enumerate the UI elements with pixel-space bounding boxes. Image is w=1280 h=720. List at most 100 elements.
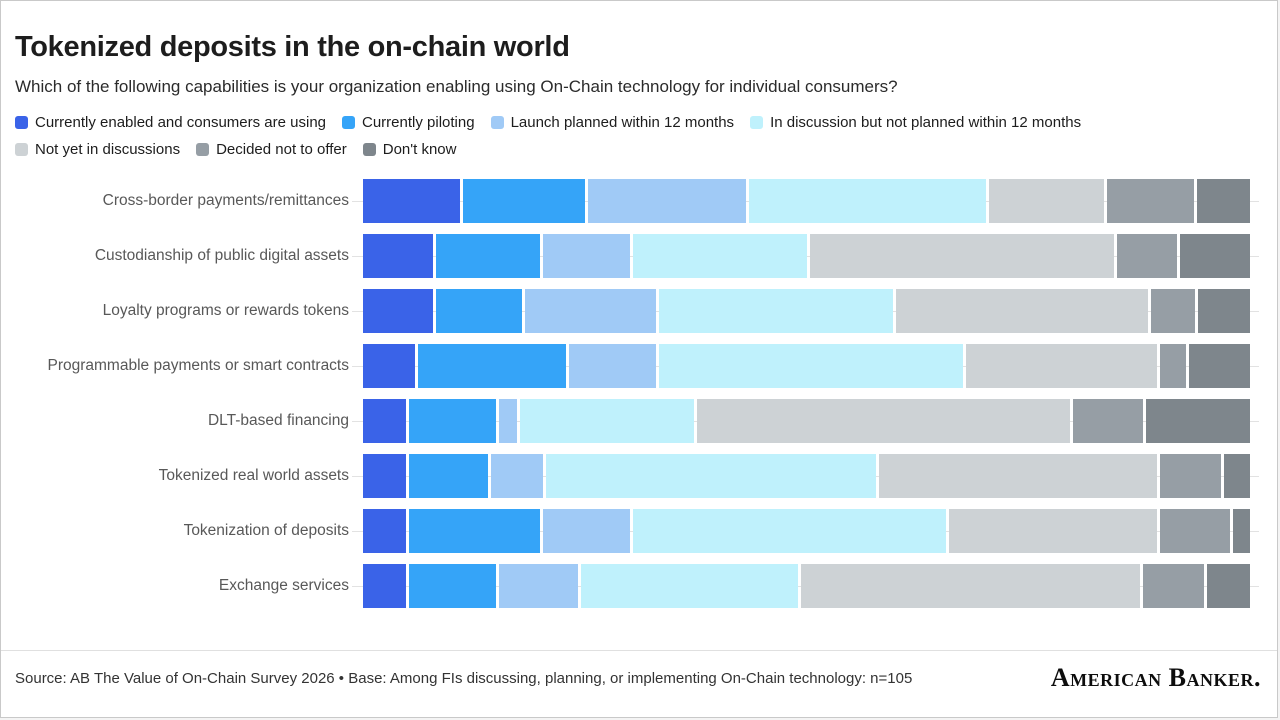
legend-swatch-icon (362, 143, 376, 156)
legend-label: Not yet in discussions (35, 141, 181, 158)
bar-segment (542, 234, 630, 278)
category-label: Tokenization of deposits (183, 522, 349, 539)
legend-label: Currently enabled and consumers are usin… (35, 114, 326, 131)
bar-segment (1160, 344, 1187, 388)
legend-swatch-icon (490, 116, 504, 129)
bar-track (352, 344, 1259, 388)
bar-track (352, 454, 1259, 498)
bar-segment (749, 179, 987, 223)
bar-segment (435, 289, 523, 333)
chart-rows: Cross-border payments/remittances Custodi… (1, 179, 1277, 608)
bar-segment (545, 454, 877, 498)
chart-row: Programmable payments or smart contracts (1, 344, 1277, 388)
bar-segment (363, 289, 433, 333)
legend-swatch-icon (15, 116, 28, 129)
bar-segment (800, 564, 1140, 608)
bar-segment (525, 289, 656, 333)
bar-segment (948, 509, 1158, 553)
legend-swatch-icon (342, 116, 355, 129)
category-label: Programmable payments or smart contracts (47, 357, 350, 374)
chart-row: Tokenization of deposits (1, 509, 1277, 553)
bar-segment (568, 344, 656, 388)
bar-segment (1197, 179, 1251, 223)
chart-row: Exchange services (1, 564, 1277, 608)
bar-segment (363, 454, 407, 498)
legend-label: Currently piloting (362, 114, 475, 131)
bar-segment (490, 454, 543, 498)
bar-segment (1160, 454, 1221, 498)
bar-track (352, 289, 1259, 333)
category-label: DLT-based financing (207, 412, 349, 429)
legend: Currently enabled and consumers are usin… (1, 97, 1277, 158)
bar-segment (1142, 564, 1204, 608)
bar-segment (409, 454, 488, 498)
bar-segment (580, 564, 798, 608)
bar-track (352, 234, 1259, 278)
chart-row: Custodianship of public digital assets (1, 234, 1277, 278)
bar-segment (658, 344, 963, 388)
bar-segment (1160, 509, 1230, 553)
legend-label: Don't know (382, 141, 457, 158)
bar-segment (1151, 289, 1195, 333)
bar-track (352, 509, 1259, 553)
bar-segment (1073, 399, 1143, 443)
bar-segment (435, 234, 540, 278)
legend-swatch-icon (15, 143, 28, 156)
bar-segment (1180, 234, 1250, 278)
bar-segment (1106, 179, 1195, 223)
legend-swatch-icon (196, 143, 210, 156)
bar-segment (1116, 234, 1178, 278)
legend-label: In discussion but not planned within 12 … (770, 114, 1082, 131)
bar-segment (542, 509, 630, 553)
category-label: Exchange services (218, 577, 349, 594)
legend-swatch-icon (750, 116, 764, 129)
category-label: Loyalty programs or rewards tokens (102, 302, 349, 319)
bar-segment (809, 234, 1114, 278)
bar-segment (418, 344, 566, 388)
bar-segment (363, 564, 407, 608)
bar-segment (363, 234, 433, 278)
bar-segment (519, 399, 694, 443)
bar-segment (1223, 454, 1250, 498)
bar-segment (409, 564, 497, 608)
bar-track (352, 564, 1259, 608)
bar-segment (363, 344, 416, 388)
chart-row: Loyalty programs or rewards tokens (1, 289, 1277, 333)
bar-segment (499, 564, 578, 608)
bar-segment (499, 399, 517, 443)
legend-label: Decided not to offer (216, 141, 347, 158)
legend-label: Launch planned within 12 months (510, 114, 735, 131)
category-label: Cross-border payments/remittances (102, 192, 349, 209)
bar-segment (1145, 399, 1250, 443)
bar-segment (1189, 344, 1251, 388)
bar-segment (658, 289, 894, 333)
header: Tokenized deposits in the on-chain world… (1, 1, 1277, 97)
chart-row: Cross-border payments/remittances (1, 179, 1277, 223)
bar-segment (409, 399, 497, 443)
bar-segment (696, 399, 1071, 443)
page-title: Tokenized deposits in the on-chain world (15, 31, 570, 63)
bar-segment (409, 509, 540, 553)
footer: Source: AB The Value of On-Chain Survey … (1, 650, 1277, 717)
bar-segment (363, 399, 407, 443)
bar-segment (1197, 289, 1250, 333)
chart-subtitle: Which of the following capabilities is y… (15, 77, 898, 96)
category-label: Custodianship of public digital assets (94, 247, 349, 264)
bar-segment (965, 344, 1158, 388)
american-banker-logo: American Banker. (1050, 663, 1261, 692)
legend-item: Don't know (362, 141, 457, 158)
bar-track (352, 399, 1259, 443)
bar-segment (632, 234, 807, 278)
bar-segment (363, 509, 407, 553)
bar-segment (462, 179, 586, 223)
bar-segment (632, 509, 946, 553)
chart-row: Tokenized real world assets (1, 454, 1277, 498)
bar-segment (1206, 564, 1250, 608)
bar-segment (363, 179, 460, 223)
bar-track (352, 179, 1259, 223)
chart-row: DLT-based financing (1, 399, 1277, 443)
source-note: Source: AB The Value of On-Chain Survey … (15, 669, 913, 687)
bar-segment (896, 289, 1149, 333)
bar-segment (879, 454, 1158, 498)
